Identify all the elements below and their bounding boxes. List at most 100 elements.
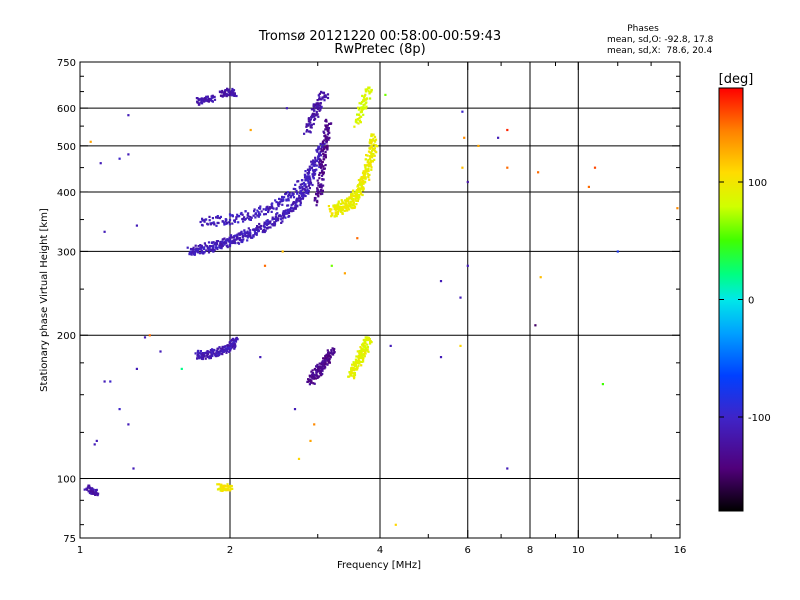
data-point — [320, 150, 323, 153]
data-point — [232, 340, 236, 344]
data-point — [263, 264, 267, 267]
data-point — [333, 351, 336, 354]
data-point — [203, 355, 206, 358]
data-point — [266, 227, 269, 230]
data-point — [254, 232, 257, 235]
data-point — [292, 209, 295, 212]
data-point — [249, 234, 252, 238]
data-point — [369, 164, 372, 167]
data-point — [244, 217, 247, 221]
data-point — [357, 358, 360, 361]
data-point — [218, 217, 221, 220]
data-point — [316, 363, 319, 366]
data-point — [322, 184, 325, 187]
data-point — [358, 349, 361, 353]
data-point — [212, 241, 215, 244]
data-point — [206, 245, 209, 248]
data-point — [331, 347, 334, 350]
data-point — [282, 210, 286, 213]
data-point — [307, 170, 310, 173]
data-point — [99, 162, 102, 165]
data-point — [249, 215, 252, 219]
data-point — [366, 172, 369, 175]
data-point — [363, 355, 366, 358]
data-point — [234, 340, 238, 343]
data-point — [292, 187, 295, 190]
data-point — [307, 124, 310, 127]
data-point — [313, 376, 316, 379]
data-point — [355, 195, 358, 198]
data-point — [287, 197, 290, 200]
data-point — [241, 235, 244, 239]
data-point — [208, 246, 211, 249]
data-point — [198, 357, 201, 360]
data-point — [365, 158, 368, 161]
data-point — [349, 205, 352, 208]
data-point — [221, 347, 224, 350]
data-point — [227, 346, 230, 349]
data-point — [191, 251, 194, 254]
data-point — [225, 218, 228, 221]
data-point — [362, 348, 365, 351]
data-point — [357, 179, 360, 182]
data-point — [254, 212, 257, 215]
data-point — [366, 154, 369, 157]
data-point — [369, 160, 373, 163]
data-point — [320, 148, 323, 151]
data-point — [213, 98, 217, 101]
data-point — [319, 142, 322, 146]
data-point — [367, 176, 370, 179]
data-point — [281, 217, 284, 220]
data-point — [221, 345, 224, 348]
data-point — [240, 232, 244, 235]
data-point — [306, 380, 309, 383]
data-point — [361, 106, 364, 109]
data-point — [362, 189, 365, 192]
data-point — [461, 166, 464, 169]
data-point — [459, 296, 462, 299]
data-point — [357, 195, 361, 198]
data-point — [247, 235, 250, 238]
data-point — [354, 363, 357, 366]
data-point — [312, 162, 315, 165]
data-point — [285, 211, 288, 215]
data-point — [306, 175, 309, 178]
data-point — [291, 191, 294, 194]
data-point — [360, 176, 363, 179]
data-point — [323, 139, 326, 142]
data-point — [320, 90, 323, 93]
stats-heading: Phases — [627, 24, 659, 34]
data-point — [201, 357, 204, 361]
data-point — [363, 352, 366, 355]
data-point — [325, 354, 328, 357]
data-point — [372, 133, 375, 136]
data-point — [355, 190, 358, 193]
data-point — [206, 354, 209, 357]
data-point — [303, 187, 306, 190]
data-point — [287, 199, 290, 202]
data-point — [352, 375, 355, 378]
data-point — [90, 492, 93, 495]
data-point — [331, 353, 334, 356]
data-point — [346, 209, 349, 212]
data-point — [231, 343, 234, 346]
data-point — [317, 182, 320, 185]
data-point — [228, 236, 231, 239]
data-point — [280, 221, 283, 224]
data-point — [308, 187, 311, 190]
data-point — [350, 203, 353, 206]
data-point — [198, 103, 201, 106]
data-point — [335, 204, 338, 208]
data-point — [253, 210, 256, 213]
data-point — [336, 203, 339, 206]
data-point — [350, 368, 353, 371]
data-point — [221, 240, 224, 243]
data-point — [301, 191, 304, 194]
data-point — [287, 194, 290, 198]
data-point — [206, 100, 209, 103]
data-point — [215, 244, 218, 247]
data-point — [314, 163, 317, 166]
data-point — [277, 217, 280, 220]
data-point — [200, 251, 203, 254]
chart-title: Tromsø 20121220 00:58:00-00:59:43 — [258, 29, 501, 44]
